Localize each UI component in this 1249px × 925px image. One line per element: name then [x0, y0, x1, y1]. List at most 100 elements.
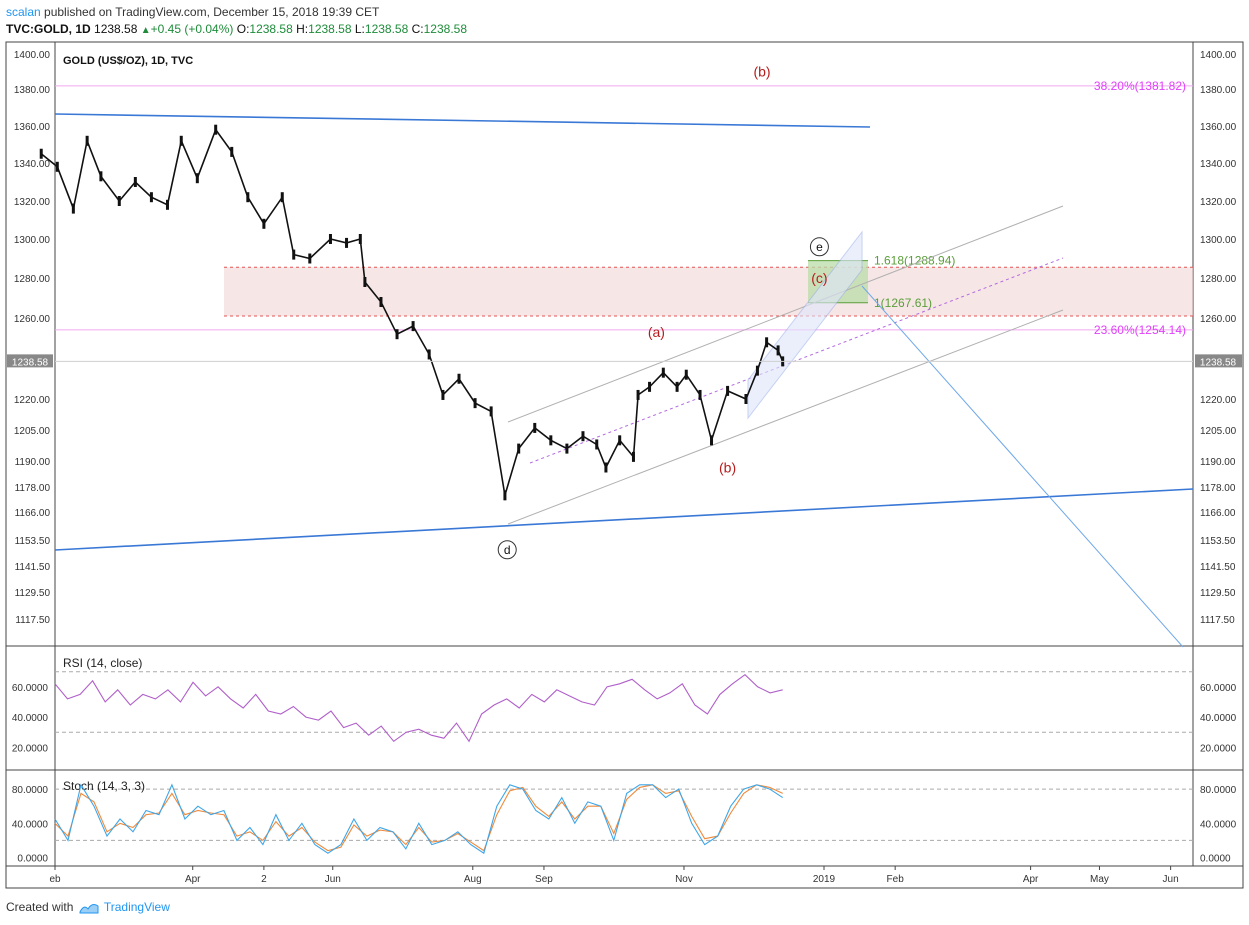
open-value: 1238.58	[249, 22, 293, 36]
price-candle	[565, 443, 569, 454]
low-value: 1238.58	[364, 22, 409, 36]
price-candle	[99, 171, 103, 182]
price-tick-right: 1400.00	[1200, 50, 1237, 61]
resistance-zone: 38.20%(1381.82) 23.60%(1254.14) 1.618(1288…	[55, 79, 1193, 337]
price-candle	[581, 431, 585, 442]
price-candle	[85, 135, 89, 146]
price-candle	[636, 389, 640, 400]
price-tick-right: 1129.50	[1200, 588, 1236, 599]
price-tick-left: 1320.00	[14, 197, 51, 208]
price-tick-left: 1153.50	[15, 536, 51, 547]
tradingview-link[interactable]: TradingView	[103, 900, 170, 914]
price-candle	[744, 394, 748, 404]
price-candle	[776, 345, 780, 356]
wave-circle	[497, 540, 517, 560]
open-label: O:	[236, 22, 250, 36]
low-label: L:	[354, 22, 365, 36]
price-tick-right: 1178.00	[1200, 483, 1236, 494]
price-candle	[533, 422, 537, 433]
price-candle	[765, 337, 769, 348]
price-candle	[549, 435, 553, 446]
annotations: (b) (a) (b) (c) d e	[497, 64, 829, 560]
price-tick-right: 1360.00	[1200, 122, 1237, 133]
price-tick-right: 1300.00	[1200, 235, 1237, 246]
fib-level-label: 23.60%(1254.14)	[1094, 323, 1186, 337]
price-candle	[661, 367, 665, 378]
price-tick-left: 1300.00	[14, 235, 51, 246]
price-series	[39, 124, 1193, 501]
price-candle	[427, 349, 431, 360]
price-candle	[710, 435, 714, 446]
time-tick-label: Jun	[1163, 874, 1179, 885]
wave-label: (c)	[811, 270, 827, 286]
price-tick-right: 1380.00	[1200, 85, 1237, 96]
price-tick-right: 1153.50	[1200, 536, 1236, 547]
stoch-pane: 80.0000 40.0000 0.0000 80.0000 40.0000 0.0000…	[12, 779, 1237, 864]
price-tick-right: 1141.50	[1200, 562, 1236, 573]
last-price-tag-text: 1238.58	[12, 357, 49, 368]
price-candle	[489, 406, 493, 417]
price-candle	[262, 218, 266, 229]
projection-label: 1.618(1288.94)	[874, 254, 955, 268]
price-tick-left: 1117.50	[15, 615, 50, 626]
price-tick-left: 1178.00	[15, 483, 51, 494]
price-tick-left: 1220.00	[14, 395, 51, 406]
price-candle	[117, 196, 121, 206]
time-tick-label: eb	[49, 874, 61, 885]
time-tick-label: 2019	[813, 874, 836, 885]
price-candle	[698, 389, 702, 400]
time-tick-label: Nov	[675, 874, 693, 885]
created-with-text: Created with	[6, 900, 74, 914]
time-tick-label: 2	[261, 874, 267, 885]
price-tick-left: 1166.00	[15, 508, 51, 519]
price-candle	[214, 124, 218, 135]
price-candle	[39, 148, 43, 159]
wave-label: (b)	[753, 64, 770, 80]
tradingview-logo-icon	[79, 903, 99, 914]
axes: 1400.00 1400.00 1380.00 1380.00 1360.00 1360.…	[7, 50, 1242, 885]
close-label: C:	[411, 22, 424, 36]
price-candle	[55, 161, 59, 172]
time-tick-label: Feb	[887, 874, 905, 885]
osc-title: Stoch (14, 3, 3)	[63, 779, 145, 793]
publish-info: scalan published on TradingView.com, Dec…	[6, 5, 379, 19]
last-price-tag-right	[1195, 354, 1242, 368]
price-candle	[165, 199, 169, 210]
price-tick-left: 1190.00	[15, 457, 51, 468]
last-price-tag-text: 1238.58	[1200, 357, 1237, 368]
rsi-pane: 60.0000 40.0000 20.0000 60.0000 40.0000 20.00…	[12, 656, 1237, 754]
upper-triangle-line	[54, 113, 871, 128]
price-candle	[457, 373, 461, 384]
publish-text: published on TradingView.com, December 1…	[44, 5, 380, 19]
wave-label: (a)	[648, 324, 665, 340]
last-price: 1238.58	[94, 22, 138, 36]
osc-line	[54, 783, 784, 855]
time-tick-label: May	[1090, 874, 1109, 885]
price-tick-right: 1166.00	[1200, 508, 1236, 519]
price-candle	[604, 462, 608, 473]
channel-median	[529, 257, 1064, 464]
wave-circle	[809, 237, 829, 257]
price-candle	[133, 177, 137, 187]
price-tick-right: 1280.00	[1200, 274, 1237, 285]
price-candle	[179, 135, 183, 146]
price-tick-right: 1220.00	[1200, 395, 1237, 406]
price-candle	[71, 203, 75, 214]
price-tick-right: 1190.00	[1200, 457, 1236, 468]
close-value: 1238.58	[423, 22, 468, 36]
osc-tick-label: 40.0000	[12, 819, 49, 830]
price-candle	[149, 192, 153, 203]
price-candle	[230, 146, 234, 157]
price-candle	[648, 381, 652, 392]
price-candle	[517, 443, 521, 454]
author-link[interactable]: scalan	[6, 5, 41, 19]
price-candle	[363, 277, 367, 287]
time-tick-label: Sep	[535, 874, 553, 885]
symbol-ohlc-bar: TVC:GOLD, 1D 1238.58 ▲+0.45 (+0.04%) O:1…	[6, 22, 467, 36]
chart-title: GOLD (US$/OZ), 1D, TVC	[63, 55, 193, 67]
fib-level-label: 38.20%(1381.82)	[1094, 79, 1186, 93]
osc-tick-label: 80.0000	[1200, 785, 1237, 796]
wave-circle-label: e	[816, 240, 823, 254]
price-candle	[292, 249, 296, 260]
